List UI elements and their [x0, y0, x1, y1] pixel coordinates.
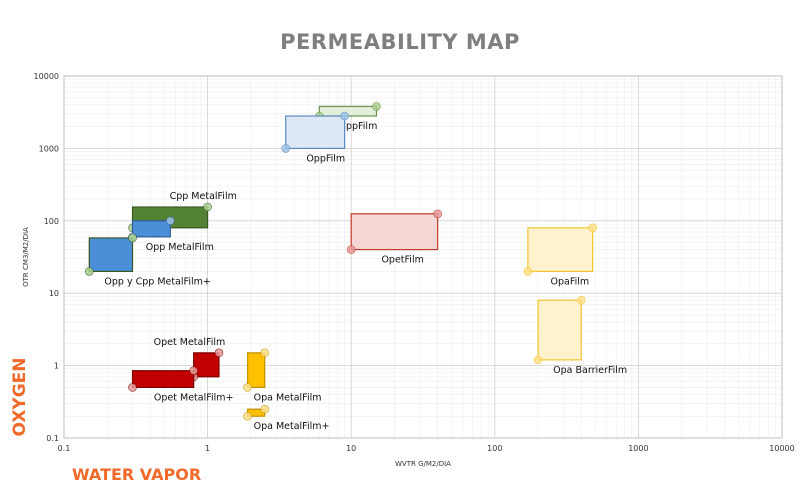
region-corner-point: [243, 383, 252, 392]
y-axis-title: OTR CM3/M2/DIA: [22, 227, 30, 287]
region-label: OpaFilm: [551, 276, 590, 287]
y-tick-label: 10: [49, 289, 59, 298]
region-corner-point: [189, 366, 198, 376]
region-label: Opa BarrierFilm: [553, 365, 627, 376]
y-category-label: OXYGEN: [10, 357, 30, 437]
y-tick-label: 1: [54, 362, 59, 371]
region-corner-point: [84, 267, 94, 276]
x-axis-title: WVTR G/M2/DIA: [395, 460, 451, 468]
region-box: [131, 220, 171, 238]
region-label: Opet MetalFilm+: [154, 392, 234, 403]
region-label: Opa MetalFilm: [254, 392, 322, 403]
x-category-label: WATER VAPOR: [72, 465, 202, 484]
x-tick-label: 10: [346, 444, 356, 453]
region-box: [88, 237, 134, 273]
region-box: [527, 227, 594, 273]
region-corner-point: [260, 348, 270, 358]
region-corner-point: [433, 209, 442, 219]
region-corner-point: [128, 383, 137, 392]
region-corner-point: [533, 355, 543, 365]
region-label: Opp y Cpp MetalFilm+: [104, 276, 210, 287]
region-corner-point: [203, 202, 212, 212]
region-label: OppFilm: [306, 153, 345, 164]
y-tick-label: 1000: [39, 144, 59, 153]
region-box: [193, 352, 220, 378]
region-corner-point: [243, 411, 252, 421]
region-corner-point: [166, 216, 175, 226]
plot-border: [63, 75, 783, 439]
region-box: [247, 352, 266, 388]
x-tick-label: 10000: [769, 444, 794, 453]
region-corner-point: [340, 111, 349, 121]
x-tick-label: 0.1: [58, 444, 71, 453]
region-label: CppFilm: [339, 121, 377, 132]
region-label: Opp MetalFilm: [146, 242, 214, 253]
region-box: [537, 299, 582, 361]
region-corner-point: [588, 223, 597, 233]
x-tick-label: 1: [205, 444, 210, 453]
region-box: [350, 213, 439, 251]
region-corner-point: [128, 233, 137, 243]
region-label: OpetFilm: [381, 255, 423, 266]
region-corner-point: [346, 245, 356, 254]
y-tick-label: 10000: [34, 72, 59, 81]
region-corner-point: [576, 295, 586, 305]
x-tick-label: 100: [487, 444, 502, 453]
region-box: [285, 115, 346, 149]
region-corner-point: [260, 404, 270, 414]
y-tick-label: 100: [44, 217, 59, 226]
chart-title: PERMEABILITY MAP: [280, 30, 520, 54]
region-corner-point: [214, 348, 224, 358]
region-corner-point: [523, 267, 533, 276]
region-label: Opet MetalFilm: [154, 337, 226, 348]
region-corner-point: [372, 102, 381, 111]
region-label: Opa MetalFilm+: [254, 421, 330, 432]
x-tick-label: 1000: [628, 444, 648, 453]
region-corner-point: [281, 144, 291, 153]
region-box: [131, 370, 195, 388]
region-label: Cpp MetalFilm: [170, 191, 237, 202]
y-tick-label: 0.1: [46, 434, 59, 443]
